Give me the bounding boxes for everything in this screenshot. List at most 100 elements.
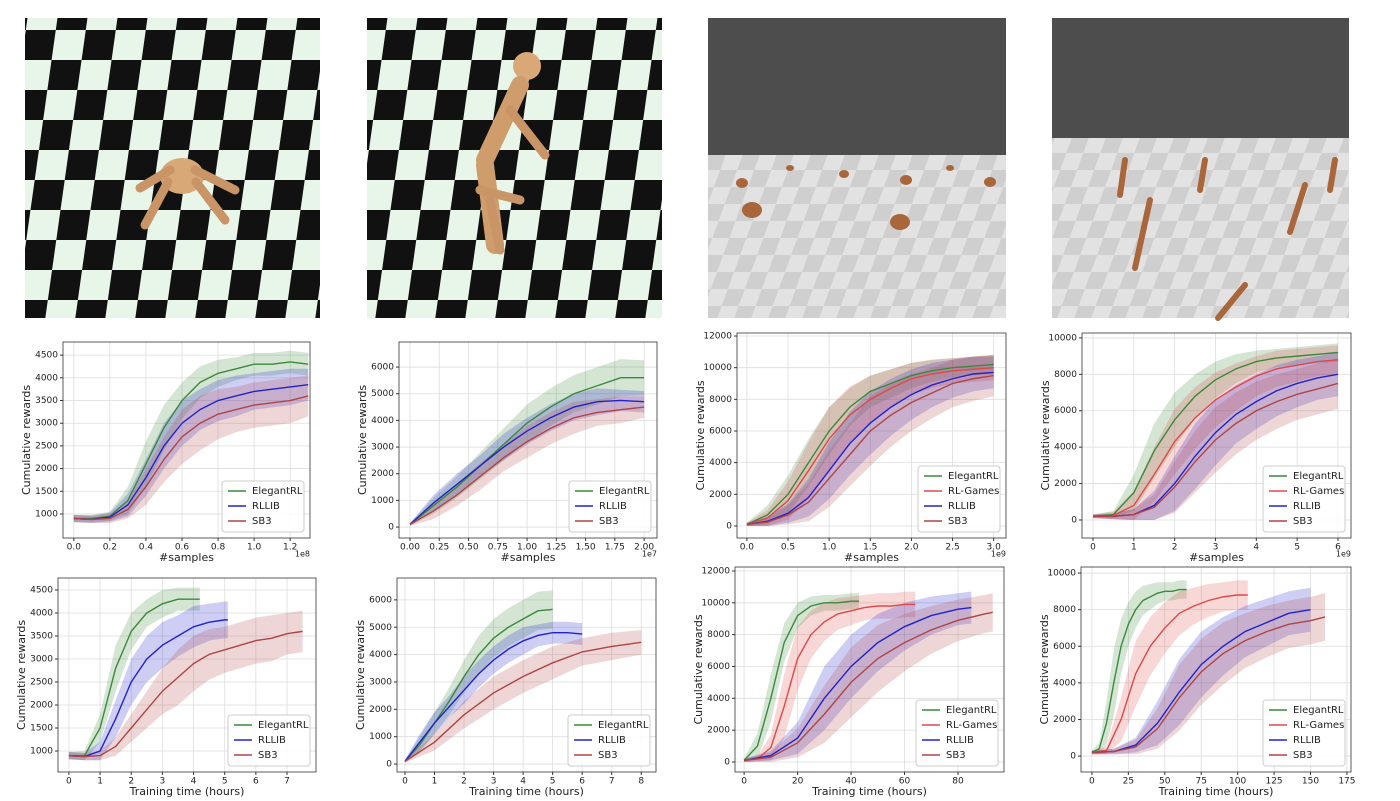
band [746,356,994,526]
x-tick-label: 0 [1089,777,1095,787]
series-line [73,383,309,521]
legend-box [917,465,1001,533]
series-line [68,598,200,757]
x-tick-label: 6 [1335,543,1341,553]
legend-label: SB3 [598,750,618,761]
y-tick-label: 3000 [371,443,394,453]
band [404,621,583,763]
y-axis-label: Cumulative rewards [694,380,707,490]
y-tick-label: 0 [386,760,392,770]
series-line [409,399,645,525]
x-tick-label: 2.0 [904,543,919,553]
series-line [1092,359,1338,518]
y-tick-label: 2000 [30,701,53,711]
band [68,610,303,761]
legend-label: RLLIB [252,501,280,512]
band [744,593,860,762]
x-axis-label: #samples [1189,551,1244,564]
series-line [1091,608,1311,754]
x-tick-label: 1.0 [247,543,262,553]
x-tick-label: 1.00 [517,543,537,553]
legend-label: RL-Games [946,720,997,731]
y-tick-label: 2500 [30,677,53,687]
x-tick-label: 175 [1338,777,1355,787]
band [1093,352,1338,520]
legend-label: RL-Games [1293,486,1344,497]
x-tick-label: 80 [952,777,964,787]
x-tick-label: 100 [1229,777,1246,787]
legend-box [221,480,305,533]
x-tick-label: 0.2 [103,543,117,553]
y-tick-label: 6000 [371,363,394,373]
x-tick-label: 0.0 [740,543,755,553]
band [746,355,994,526]
x-tick-label: 4 [191,777,197,787]
y-tick-label: 6000 [709,426,732,436]
legend-box [1262,699,1346,767]
chart: 1000 1500 2000 2500 3000 3500 4000 4500 0.0 0.2 0.… [20,341,311,564]
x-tick-label: 4 [520,777,526,787]
y-tick-label: 0 [724,757,730,767]
y-tick-label: 3000 [30,654,53,664]
legend-label: SB3 [599,516,619,527]
y-tick-label: 8000 [1053,605,1076,615]
series-line [1093,382,1339,518]
series-line [744,611,993,762]
x-tick-label: 0.8 [211,543,226,553]
x-tick-label: 0.50 [459,543,479,553]
y-tick-label: 4000 [30,608,53,618]
y-tick-label: 6000 [1053,642,1076,652]
env-image-isaac-humanoid [1052,18,1349,321]
band [73,350,309,523]
x-tick-label: 3 [491,777,497,787]
x-tick-label: 5 [1294,543,1300,553]
y-tick-label: 2000 [1053,715,1076,725]
y-tick-label: 6000 [369,595,392,605]
y-tick-label: 3000 [35,419,58,429]
x-tick-label: 40 [845,777,857,787]
chart: 0 1000 2000 3000 4000 5000 6000 0.00 0.25 0.50 0.7… [356,341,658,564]
legend-label: RLLIB [946,735,974,746]
series-line [404,632,583,762]
y-tick-label: 2000 [709,490,732,500]
x-tick-label: 0.75 [488,543,508,553]
y-tick-label: 12000 [701,566,730,576]
legend-label: ElegantRL [258,720,309,731]
x-tick-label: 2 [1172,543,1178,553]
y-tick-label: 8000 [1054,370,1077,380]
x-tick-label: 1 [1131,543,1137,553]
x-tick-label: 1.5 [863,543,877,553]
x-tick-label: 0 [66,777,72,787]
chart: 0 2000 4000 6000 8000 10000 12000 0.0 0.5 1.0 1.5 2… [694,332,1007,564]
y-axis-label: Cumulative rewards [20,385,33,495]
series-line [746,363,994,526]
chart: 0 1000 2000 3000 4000 5000 6000 0 1 2 3 4 5 6 7 8 Traini… [354,577,657,798]
band [404,629,642,763]
y-tick-label: 4000 [1053,678,1076,688]
env-image-ant [25,18,320,318]
series-line [409,406,645,526]
x-axis-label: Training time (hours) [1158,785,1274,798]
y-axis-label: Cumulative rewards [1039,380,1052,490]
legend-label: RL-Games [948,486,999,497]
y-tick-label: 10000 [701,598,730,608]
x-axis-label: Training time (hours) [129,785,245,798]
plot-frame [1080,566,1352,773]
series-line [1091,616,1326,754]
series-line [746,366,994,526]
x-tick-label: 2 [461,777,467,787]
x-offset-label: 1e8 [295,550,310,559]
legend-label: SB3 [946,750,966,761]
y-axis-label: Cumulative rewards [356,385,369,495]
y-tick-label: 10000 [1047,569,1076,579]
y-axis-label: Cumulative rewards [1038,614,1051,724]
band [1093,345,1338,520]
legend-label: ElegantRL [1293,705,1344,716]
y-tick-label: 10000 [1048,333,1077,343]
legend-label: RLLIB [1293,735,1321,746]
x-tick-label: 125 [1265,777,1282,787]
legend-box [915,699,999,767]
x-offset-label: 1e9 [991,550,1006,559]
x-tick-label: 1.50 [576,543,596,553]
x-axis-label: #samples [844,551,899,564]
